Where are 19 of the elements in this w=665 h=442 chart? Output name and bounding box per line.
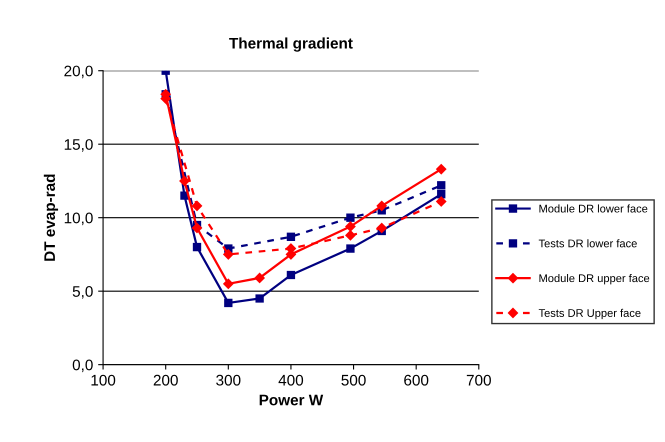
- y-tick-label: 15,0: [64, 139, 93, 152]
- x-tick-label: 300: [216, 374, 240, 386]
- legend-label: Tests DR Upper face: [538, 308, 641, 320]
- x-axis-title: Power W: [260, 394, 324, 406]
- y-tick-label: 20,0: [64, 66, 93, 78]
- y-tick-label: 0,0: [72, 360, 93, 372]
- x-tick-label: 700: [466, 374, 491, 386]
- x-tick-label: 100: [91, 374, 116, 386]
- x-tick-label: 400: [278, 374, 304, 386]
- x-tick-label: 600: [404, 374, 428, 386]
- y-tick-label: 10,0: [64, 212, 93, 226]
- y-axis-title: DT evap-rad: [44, 174, 58, 261]
- legend-label: Module DR lower face: [539, 204, 648, 213]
- x-tick-label: 200: [154, 374, 178, 386]
- y-tick-label: 5,0: [72, 286, 93, 299]
- legend-label: Module DR upper face: [539, 274, 650, 284]
- chart-title: Thermal gradient: [229, 37, 353, 52]
- legend-label: Tests DR lower face: [538, 239, 637, 248]
- x-tick-label: 500: [341, 374, 366, 386]
